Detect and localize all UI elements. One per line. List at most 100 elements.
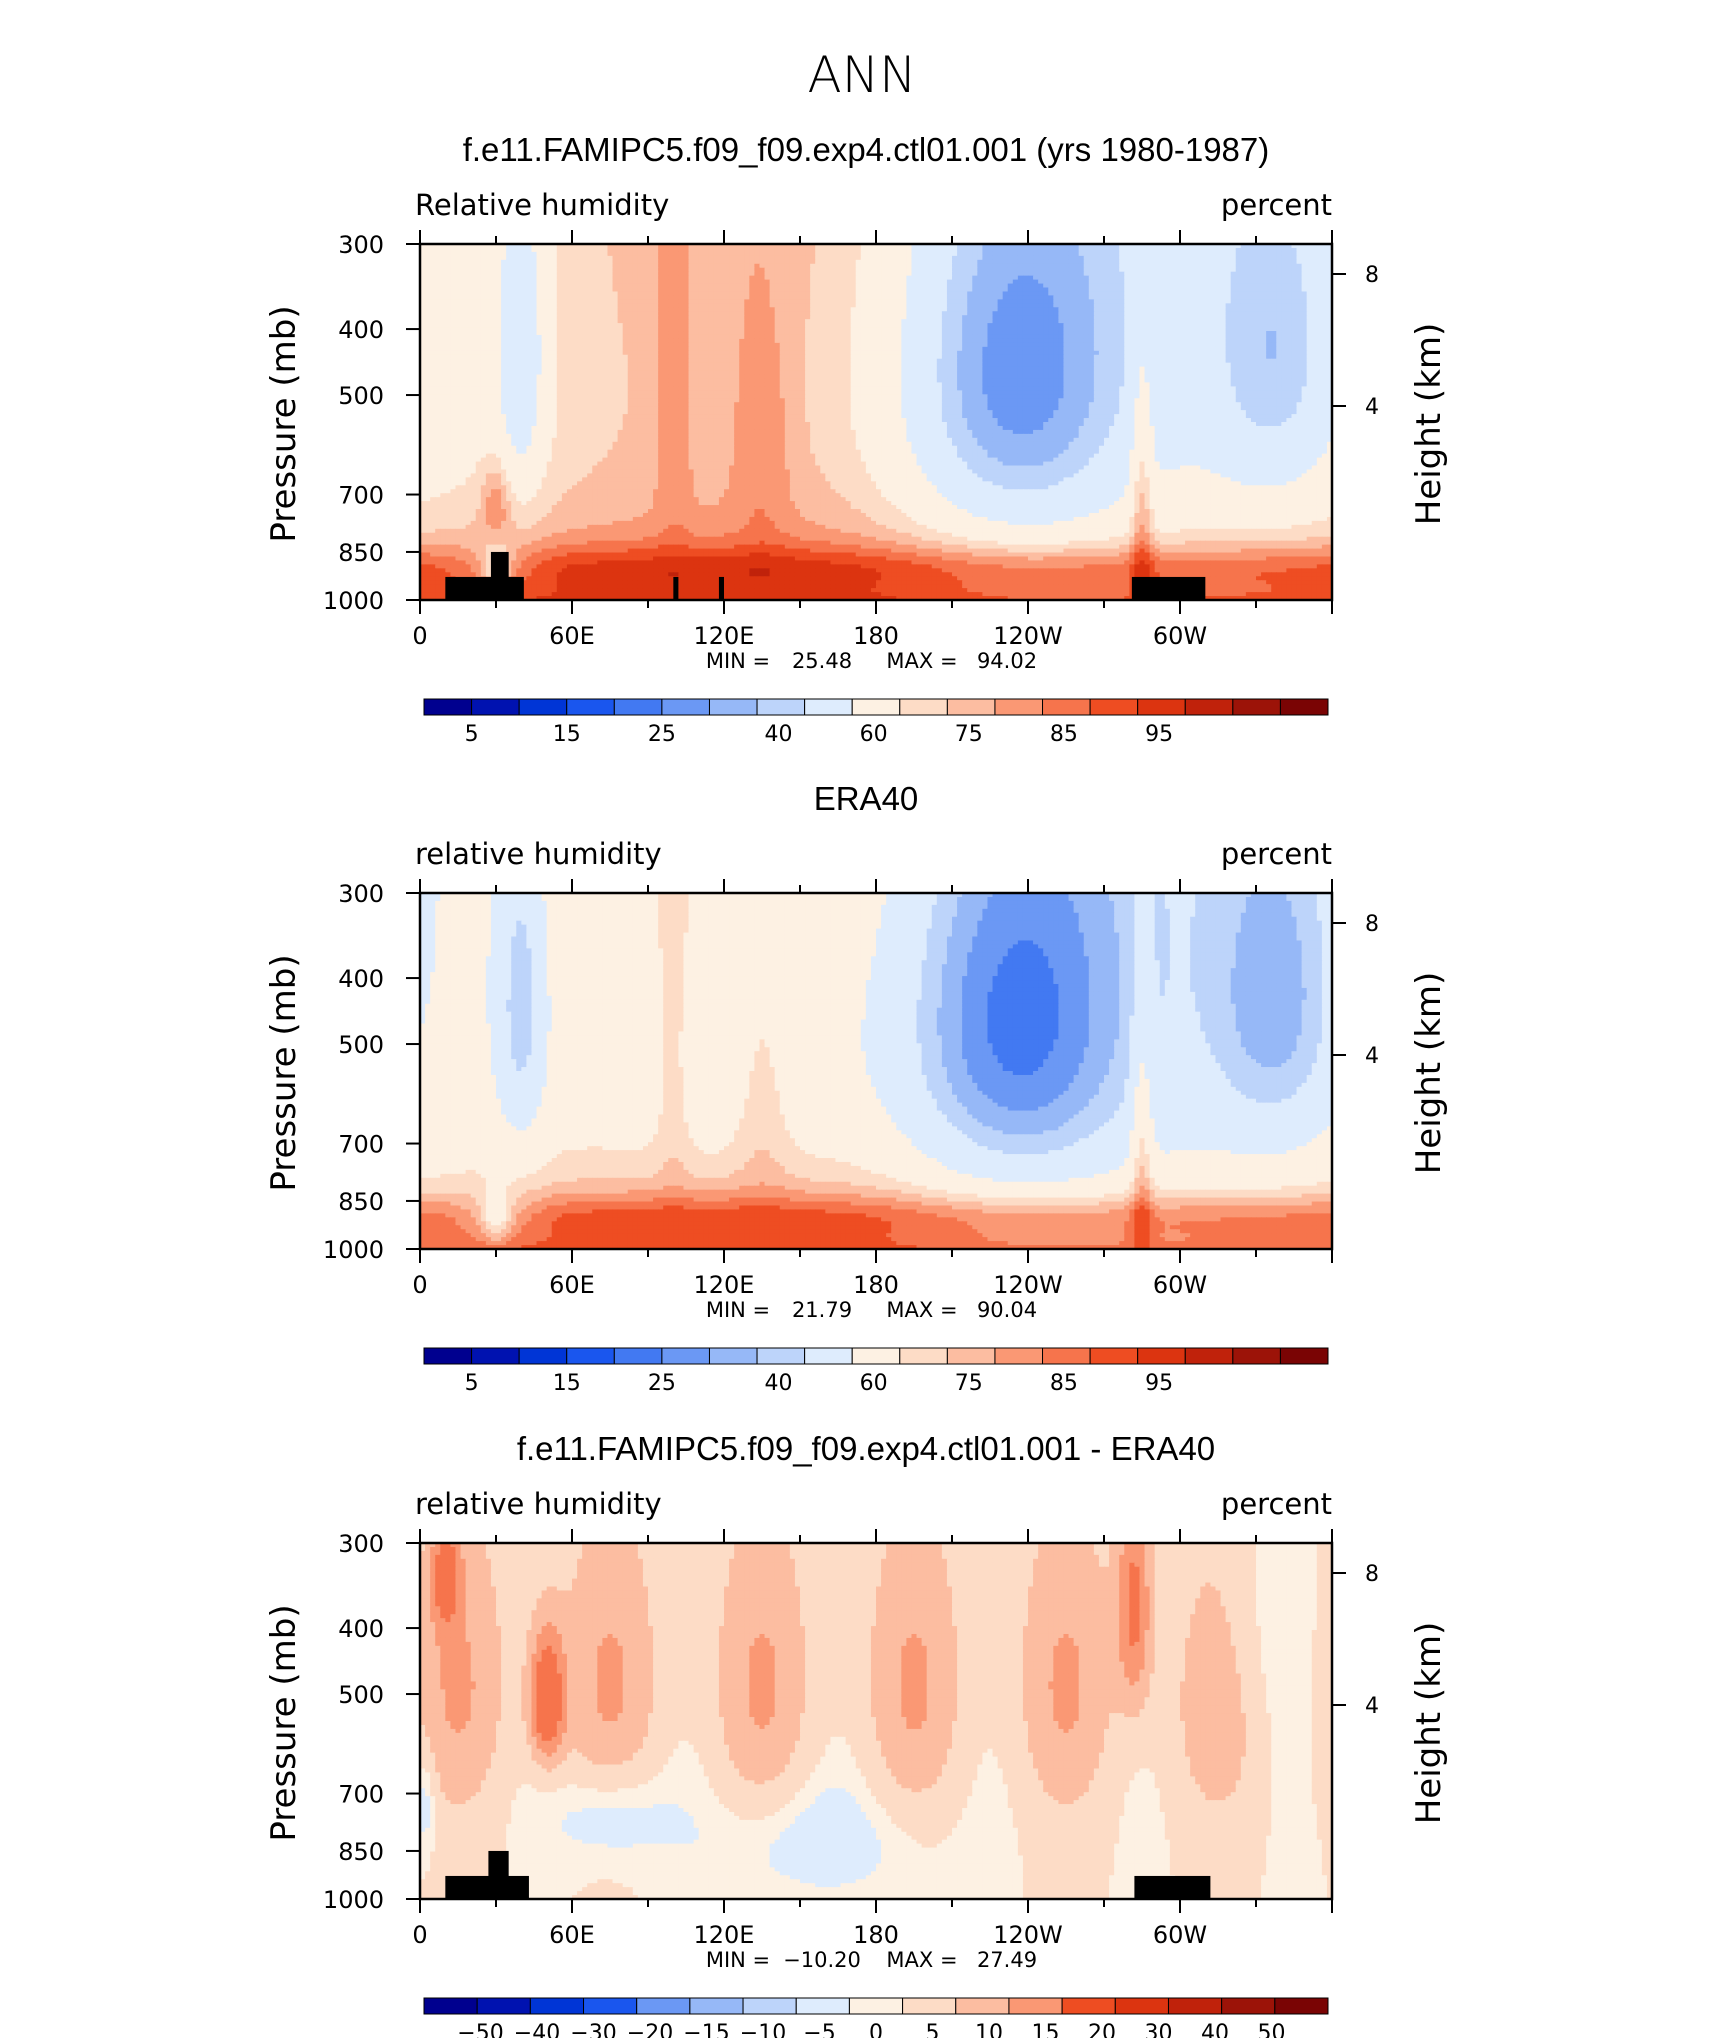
field-cell [1271,287,1277,293]
field-cell [870,323,877,328]
field-cell [896,307,902,312]
field-cell [1240,342,1247,348]
field-cell [617,271,624,277]
field-cell [1256,263,1262,269]
field-cell [744,279,750,285]
field-cell [1159,295,1166,300]
field-cell [896,275,902,281]
field-cell [587,271,593,277]
field-cell [693,295,700,300]
field-cell [1114,338,1120,344]
field-cell [1083,299,1090,304]
field-cell [551,287,558,293]
field-cell [921,283,928,289]
field-cell [774,295,781,300]
field-cell [1195,346,1201,352]
field-cell [734,299,740,304]
field-cell [1245,346,1252,352]
field-cell [896,311,902,316]
field-cell [911,319,918,324]
field-cell [1235,271,1242,277]
field-cell [1180,319,1186,324]
field-cell [870,307,877,312]
field-cell [536,307,543,312]
field-cell [789,331,796,336]
field-cell [1144,346,1151,352]
field-cell [926,303,933,308]
field-cell [1124,303,1130,308]
field-cell [688,315,695,320]
field-cell [1200,319,1206,324]
field-cell [1098,319,1105,324]
field-cell [769,295,776,300]
field-cell [617,251,624,257]
field-cell [420,299,426,304]
field-cell [1250,295,1257,300]
field-cell [1180,263,1186,269]
field-cell [1149,323,1156,328]
field-cell [1109,338,1115,344]
field-cell [1033,331,1039,336]
field-cell [678,287,685,293]
field-cell [1174,342,1181,348]
field-cell [1002,303,1009,308]
field-cell [850,283,857,289]
field-cell [648,271,654,277]
field-cell [688,319,695,324]
field-cell [845,291,852,297]
field-cell [582,251,588,257]
field-cell [754,350,761,356]
field-cell [460,338,467,344]
field-cell [1083,315,1090,320]
field-cell [865,299,872,304]
field-cell [784,311,791,316]
field-cell [511,299,517,304]
field-cell [744,255,750,261]
field-cell [1316,307,1323,312]
field-cell [876,287,882,293]
field-cell [688,323,695,328]
field-cell [931,279,938,285]
field-cell [850,299,857,304]
field-cell [764,319,771,324]
field-cell [830,315,837,320]
field-cell [982,267,989,273]
field-cell [1271,255,1277,261]
field-cell [617,334,624,340]
field-cell [921,244,928,249]
field-cell [896,323,902,328]
field-cell [754,263,761,269]
field-cell [435,331,441,336]
field-cell [1215,275,1222,281]
field-cell [435,271,441,277]
field-cell [906,331,913,336]
field-cell [1230,267,1237,273]
field-cell [566,334,573,340]
field-cell [673,259,679,265]
field-cell [789,315,796,320]
field-cell [1043,342,1049,348]
field-cell [1114,315,1120,320]
field-cell [957,346,963,352]
field-cell [1002,350,1009,356]
field-cell [1180,275,1186,281]
field-cell [977,259,983,265]
field-cell [911,251,918,257]
field-cell [952,303,958,308]
field-cell [673,346,679,352]
field-cell [703,307,710,312]
field-cell [526,299,533,304]
field-cell [577,247,583,253]
field-cell [713,279,720,285]
field-cell [1149,346,1156,352]
field-cell [1063,346,1070,352]
field-cell [1220,295,1227,300]
field-cell [789,271,796,277]
field-cell [952,287,958,293]
field-cell [820,283,826,289]
field-cell [941,346,948,352]
field-cell [440,299,446,304]
field-cell [582,271,588,277]
field-cell [921,279,928,285]
field-cell [886,338,892,344]
